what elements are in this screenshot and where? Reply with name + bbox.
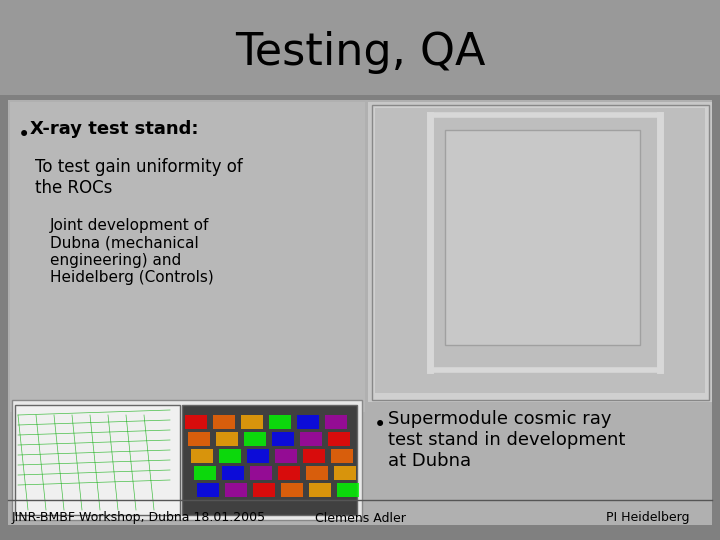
Bar: [368, 102, 712, 402]
Bar: [222, 466, 244, 480]
Bar: [213, 415, 235, 429]
Bar: [445, 130, 640, 345]
Bar: [216, 432, 238, 446]
Text: PI Heidelberg: PI Heidelberg: [606, 511, 690, 524]
Bar: [297, 415, 319, 429]
Bar: [12, 400, 362, 520]
Bar: [8, 100, 712, 525]
Bar: [309, 483, 331, 497]
Bar: [188, 432, 210, 446]
Bar: [219, 449, 241, 463]
Text: JINR-BMBF Workshop, Dubna 18.01.2005: JINR-BMBF Workshop, Dubna 18.01.2005: [12, 511, 266, 524]
Bar: [375, 108, 705, 393]
Bar: [331, 449, 353, 463]
Bar: [303, 449, 325, 463]
Bar: [337, 483, 359, 497]
Bar: [325, 415, 347, 429]
Bar: [241, 415, 263, 429]
Text: To test gain uniformity of
the ROCs: To test gain uniformity of the ROCs: [35, 158, 243, 197]
Bar: [328, 432, 350, 446]
Text: Joint development of
Dubna (mechanical
engineering) and
Heidelberg (Controls): Joint development of Dubna (mechanical e…: [50, 218, 214, 285]
Bar: [275, 449, 297, 463]
Bar: [191, 449, 213, 463]
Bar: [0, 0, 720, 95]
Bar: [334, 466, 356, 480]
Bar: [300, 432, 322, 446]
Bar: [372, 105, 709, 400]
Text: X-ray test stand:: X-ray test stand:: [30, 120, 199, 138]
Text: Supermodule cosmic ray
test stand in development
at Dubna: Supermodule cosmic ray test stand in dev…: [388, 410, 626, 470]
Bar: [281, 483, 303, 497]
Bar: [278, 466, 300, 480]
Bar: [272, 432, 294, 446]
Text: Clemens Adler: Clemens Adler: [315, 511, 405, 524]
Bar: [244, 432, 266, 446]
Bar: [247, 449, 269, 463]
Bar: [250, 466, 272, 480]
Bar: [194, 466, 216, 480]
Bar: [197, 483, 219, 497]
Bar: [253, 483, 275, 497]
Text: Testing, QA: Testing, QA: [235, 30, 485, 73]
Bar: [10, 102, 365, 412]
Bar: [445, 130, 645, 350]
Bar: [306, 466, 328, 480]
Bar: [269, 415, 291, 429]
Bar: [225, 483, 247, 497]
Text: •: •: [374, 415, 386, 435]
Bar: [182, 405, 357, 515]
Text: •: •: [18, 125, 30, 145]
Bar: [185, 415, 207, 429]
Bar: [15, 405, 180, 515]
